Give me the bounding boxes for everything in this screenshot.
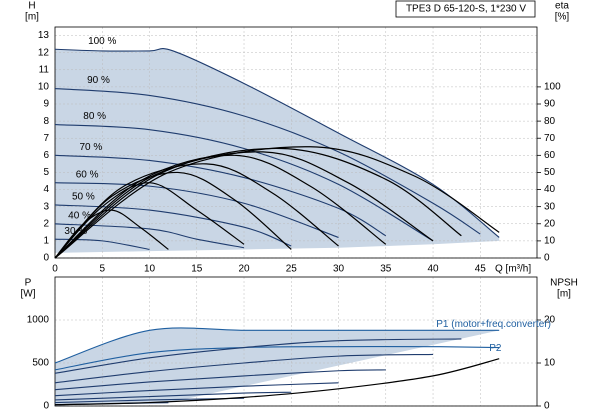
x-tick-label: 30 xyxy=(333,264,345,275)
y2-tick-label: 10 xyxy=(544,236,556,247)
y2-tick-label: 80 xyxy=(544,116,556,127)
series-label: P2 xyxy=(489,343,502,354)
x-tick-label: 40 xyxy=(427,264,439,275)
x-tick-label: 0 xyxy=(52,264,58,275)
secondary-curve xyxy=(54,171,292,259)
operating-area xyxy=(55,48,500,253)
y-tick-label: 1000 xyxy=(27,315,50,326)
y-tick-label: 12 xyxy=(38,47,50,58)
y-tick-label: 3 xyxy=(43,201,49,212)
curve xyxy=(54,204,292,247)
y2-tick-label: 0 xyxy=(544,253,550,264)
curve xyxy=(54,154,387,237)
curve xyxy=(54,346,500,371)
series-label: 90 % xyxy=(87,75,110,86)
y2-unit: [m] xyxy=(557,289,571,300)
y-label: H xyxy=(28,1,35,12)
secondary-curve xyxy=(54,209,169,259)
curve xyxy=(54,382,339,397)
x-tick-label: 20 xyxy=(238,264,250,275)
series-label: 100 % xyxy=(88,36,116,47)
series-label: 70 % xyxy=(80,142,103,153)
y2-label: eta xyxy=(555,1,569,12)
curve xyxy=(54,338,462,374)
x-tick-label: 45 xyxy=(475,264,487,275)
y-unit: [W] xyxy=(21,289,36,300)
y-label: P xyxy=(25,278,32,289)
y2-unit: [%] xyxy=(555,12,570,23)
y2-tick-label: 20 xyxy=(544,315,556,326)
y-tick-label: 13 xyxy=(38,30,50,41)
curve xyxy=(54,238,150,250)
y-tick-label: 7 xyxy=(43,133,49,144)
secondary-curve xyxy=(54,146,500,259)
title-box xyxy=(395,0,536,18)
y2-tick-label: 100 xyxy=(544,82,561,93)
y-tick-label: 11 xyxy=(39,64,50,75)
y2-tick-label: 40 xyxy=(544,184,556,195)
y2-tick-label: 90 xyxy=(544,99,556,110)
y-tick-label: 10 xyxy=(38,82,50,93)
y-tick-label: 0 xyxy=(43,253,49,264)
x-tick-label: 5 xyxy=(99,264,105,275)
y2-tick-label: 70 xyxy=(544,133,556,144)
secondary-curve xyxy=(54,147,462,259)
series-label: P1 (motor+freq.converter) xyxy=(436,319,551,330)
y-tick-label: 9 xyxy=(43,99,49,110)
secondary-curve xyxy=(54,182,245,259)
curve xyxy=(54,369,386,391)
y2-label: NPSH xyxy=(550,278,578,289)
y-tick-label: 4 xyxy=(43,184,49,195)
plot-frame xyxy=(54,26,538,259)
x-tick-label: 25 xyxy=(286,264,298,275)
x-tick-label: 15 xyxy=(191,264,203,275)
curve xyxy=(54,353,434,384)
y-unit: [m] xyxy=(25,12,39,23)
y2-tick-label: 10 xyxy=(544,358,556,369)
x-label: Q [m³/h] xyxy=(495,264,531,275)
curve xyxy=(54,123,434,242)
y2-tick-label: 0 xyxy=(544,401,550,412)
curve xyxy=(54,327,500,364)
curve xyxy=(54,48,500,238)
y-tick-label: 2 xyxy=(43,218,49,229)
secondary-curve xyxy=(54,154,387,259)
y-tick-label: 5 xyxy=(43,167,49,178)
secondary-curve xyxy=(54,151,434,259)
y-tick-label: 500 xyxy=(32,358,49,369)
series-label: 50 % xyxy=(72,192,95,203)
curve xyxy=(54,88,481,235)
curve xyxy=(54,182,339,238)
x-tick-label: 35 xyxy=(380,264,392,275)
y-tick-label: 6 xyxy=(43,150,49,161)
y2-tick-label: 60 xyxy=(544,150,556,161)
secondary-curve xyxy=(54,358,500,406)
y-tick-label: 1 xyxy=(43,236,49,247)
y-tick-label: 8 xyxy=(43,116,49,127)
chart-title: TPE3 D 65-120-S, 1*230 V xyxy=(406,4,526,15)
y2-tick-label: 30 xyxy=(544,201,556,212)
series-label: 80 % xyxy=(83,111,106,122)
y2-tick-label: 50 xyxy=(544,167,556,178)
y-tick-label: 0 xyxy=(43,401,49,412)
curve xyxy=(54,391,292,401)
y2-tick-label: 20 xyxy=(544,218,556,229)
series-label: 40 % xyxy=(68,210,91,221)
series-label: 60 % xyxy=(76,169,99,180)
x-tick-label: 10 xyxy=(144,264,156,275)
plot-frame xyxy=(54,276,538,407)
